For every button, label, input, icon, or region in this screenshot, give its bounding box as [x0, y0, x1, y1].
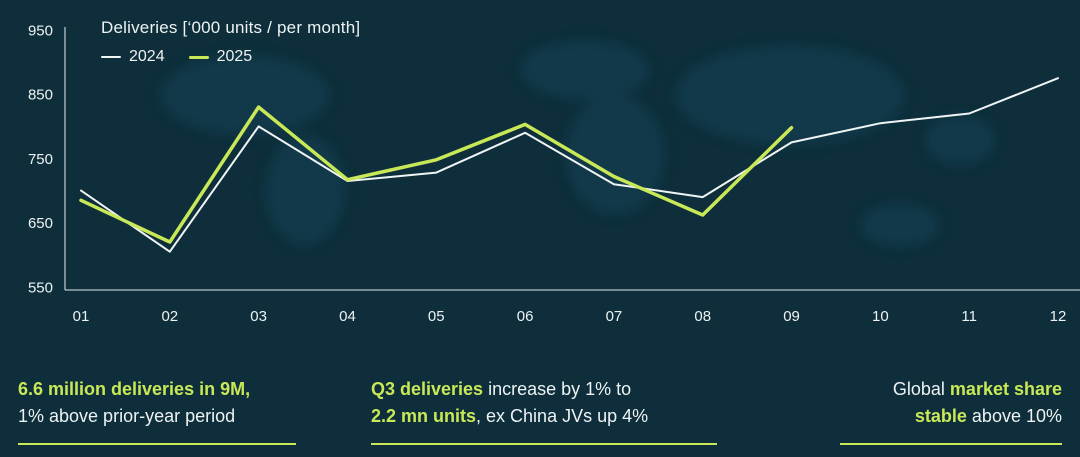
- deliveries-chart-area: 550 650 750 850 950 01 02 03 04 05 06 07 08 09 10 11 12 …: [28, 18, 1080, 325]
- x-tick-label: 06: [517, 308, 534, 325]
- x-tick-label: 01: [73, 308, 90, 325]
- x-tick-label: 12: [1050, 308, 1067, 325]
- x-tick-label: 08: [694, 308, 711, 325]
- legend-2024-label: 2024: [129, 48, 165, 65]
- legend-2025-label: 2025: [216, 48, 253, 65]
- footnote-line: 2.2 mn units, ex China JVs up 4%: [371, 403, 717, 430]
- q3-increase-text: increase by 1% to: [483, 379, 632, 399]
- y-tick-label: 550: [28, 279, 53, 296]
- global-text: Global: [892, 379, 950, 399]
- china-jv-text: , ex China JVs up 4%: [476, 406, 649, 426]
- x-tick-label: 02: [161, 308, 178, 325]
- footnote-market-share: Global market share stable above 10%: [840, 376, 1062, 445]
- footnote-line: stable above 10%: [840, 403, 1062, 430]
- series-2025-line: [79, 105, 794, 244]
- footnote-line: Global market share: [840, 376, 1062, 403]
- units-highlight: 2.2 mn units: [371, 406, 477, 426]
- series-2024-line: [80, 77, 1059, 253]
- footnote-line: Q3 deliveries increase by 1% to: [371, 376, 717, 403]
- chart-title: Deliveries [‘000 units / per month]: [101, 18, 361, 37]
- deliveries-9m-highlight: 6.6 million deliveries in 9M,: [18, 379, 251, 399]
- prior-year-text: 1% above prior-year period: [18, 406, 236, 426]
- stable-highlight: stable: [914, 406, 967, 426]
- x-tick-label: 04: [339, 308, 356, 325]
- footnote-line: 1% above prior-year period: [18, 403, 296, 430]
- y-tick-label: 750: [28, 151, 53, 168]
- market-share-highlight: market share: [949, 379, 1062, 399]
- legend-2024-swatch: [101, 56, 121, 58]
- above-10-text: above 10%: [966, 406, 1062, 426]
- y-tick-label: 850: [28, 87, 53, 104]
- x-tick-label: 11: [961, 308, 977, 325]
- legend-2025-swatch: [188, 55, 209, 59]
- legend-items: 2024 2025: [101, 48, 360, 66]
- footnotes-bar: 6.6 million deliveries in 9M, 1% above p…: [0, 376, 1080, 445]
- y-tick-label: 950: [28, 22, 53, 39]
- x-tick-label: 10: [872, 308, 889, 325]
- deliveries-line-chart: 550 650 750 850 950 01 02 03 04 05 06 07 08 09 10 11 12: [28, 22, 1080, 325]
- chart-legend: Deliveries [‘000 units / per month] 2024…: [101, 18, 360, 66]
- x-tick-label: 09: [783, 308, 800, 325]
- x-tick-label: 03: [250, 308, 267, 325]
- footnote-q3-deliveries: Q3 deliveries increase by 1% to 2.2 mn u…: [371, 376, 717, 445]
- footnote-deliveries-9m: 6.6 million deliveries in 9M, 1% above p…: [18, 376, 296, 445]
- q3-deliveries-highlight: Q3 deliveries: [371, 379, 484, 399]
- world-map-background: [160, 40, 995, 247]
- y-tick-label: 650: [28, 215, 53, 232]
- x-tick-label: 07: [606, 308, 623, 325]
- footnote-line: 6.6 million deliveries in 9M,: [18, 376, 296, 403]
- x-tick-label: 05: [428, 308, 445, 325]
